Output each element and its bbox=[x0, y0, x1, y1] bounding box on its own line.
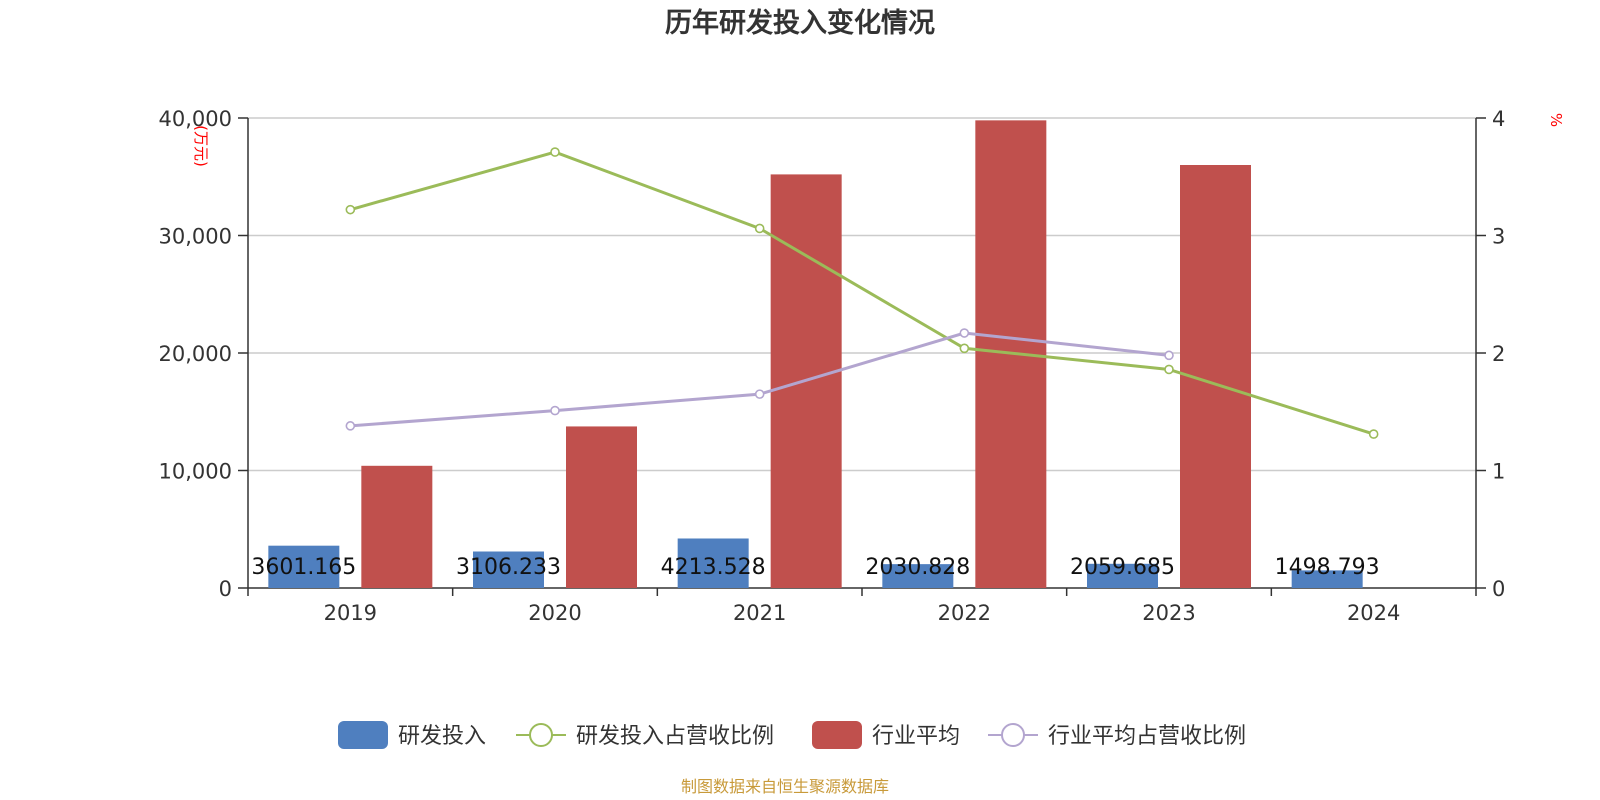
right-tick-label: 0 bbox=[1492, 577, 1505, 601]
legend-item-行业平均[interactable]: 行业平均 bbox=[812, 721, 960, 749]
bar-研发投入-2019 bbox=[268, 545, 340, 588]
legend-swatch bbox=[812, 721, 862, 749]
legend-item-行业平均占营收比例[interactable]: 行业平均占营收比例 bbox=[988, 723, 1246, 749]
bars bbox=[268, 120, 1363, 588]
left-tick-label: 10,000 bbox=[159, 460, 232, 484]
point-研发投入占营收比例 bbox=[959, 343, 970, 354]
bar-行业平均-2020 bbox=[566, 426, 637, 588]
legend-label: 行业平均占营收比例 bbox=[1048, 724, 1246, 749]
x-tick-label: 2023 bbox=[1142, 601, 1195, 625]
left-tick-label: 40,000 bbox=[159, 107, 232, 131]
bar-value-label: 4213.528 bbox=[661, 555, 766, 580]
legend: 研发投入 研发投入占营收比例 行业平均 行业平均占营收比例 bbox=[338, 721, 1246, 749]
right-tick-label: 4 bbox=[1492, 107, 1505, 131]
point-行业平均占营收比例 bbox=[1164, 350, 1174, 361]
x-tick-label: 2024 bbox=[1347, 601, 1400, 625]
bar-value-label: 2059.685 bbox=[1070, 555, 1175, 580]
axes: 0 10,000 20,000 30,000 40,000 0 1 2 3 4 2019 2020 20… bbox=[159, 107, 1506, 625]
x-tick-label: 2021 bbox=[733, 601, 786, 625]
point-行业平均占营收比例 bbox=[345, 421, 356, 431]
x-tick-label: 2022 bbox=[938, 601, 991, 625]
bar-研发投入-2024 bbox=[1291, 570, 1363, 588]
x-tick-label: 2020 bbox=[528, 601, 581, 625]
source-note: 制图数据来自恒生聚源数据库 bbox=[681, 777, 889, 796]
left-axis-unit: (万元) bbox=[192, 125, 210, 167]
bar-研发投入-2023 bbox=[1087, 563, 1158, 588]
point-研发投入占营收比例 bbox=[345, 204, 356, 215]
bar-研发投入-2022 bbox=[882, 564, 954, 588]
point-行业平均占营收比例 bbox=[550, 405, 560, 416]
bar-行业平均-2019 bbox=[361, 465, 433, 588]
right-tick-label: 3 bbox=[1492, 225, 1505, 249]
legend-label: 研发投入占营收比例 bbox=[576, 724, 774, 749]
x-tick-label: 2019 bbox=[324, 601, 377, 625]
grid bbox=[248, 117, 1476, 472]
right-axis-unit: % bbox=[1547, 113, 1565, 127]
point-行业平均占营收比例 bbox=[959, 328, 970, 338]
left-tick-label: 20,000 bbox=[159, 342, 232, 366]
left-tick-label: 0 bbox=[219, 577, 232, 601]
lines bbox=[345, 147, 1379, 439]
legend-label: 研发投入 bbox=[398, 724, 486, 749]
chart-title: 历年研发投入变化情况 bbox=[665, 7, 935, 39]
legend-item-研发投入占营收比例[interactable]: 研发投入占营收比例 bbox=[516, 723, 774, 749]
legend-marker bbox=[529, 723, 553, 747]
legend-marker bbox=[1001, 723, 1025, 747]
bar-研发投入-2020 bbox=[473, 551, 544, 588]
point-研发投入占营收比例 bbox=[1164, 364, 1174, 375]
legend-item-研发投入[interactable]: 研发投入 bbox=[338, 721, 486, 749]
data-labels: 3601.165 3106.233 4213.528 2030.828 2059.685… bbox=[251, 555, 1379, 580]
point-研发投入占营收比例 bbox=[1368, 429, 1379, 439]
legend-swatch bbox=[338, 721, 388, 749]
bar-value-label: 1498.793 bbox=[1275, 555, 1380, 580]
point-行业平均占营收比例 bbox=[754, 389, 765, 399]
left-tick-label: 30,000 bbox=[159, 225, 232, 249]
legend-label: 行业平均 bbox=[872, 724, 960, 749]
bar-value-label: 2030.828 bbox=[865, 555, 970, 580]
point-研发投入占营收比例 bbox=[754, 223, 765, 234]
line-研发投入占营收比例 bbox=[349, 150, 1375, 436]
right-tick-label: 1 bbox=[1492, 460, 1505, 484]
point-研发投入占营收比例 bbox=[550, 147, 560, 157]
right-tick-label: 2 bbox=[1492, 342, 1505, 366]
bar-value-label: 3106.233 bbox=[456, 555, 561, 580]
bar-value-label: 3601.165 bbox=[251, 555, 356, 580]
bar-研发投入-2021 bbox=[677, 538, 749, 588]
